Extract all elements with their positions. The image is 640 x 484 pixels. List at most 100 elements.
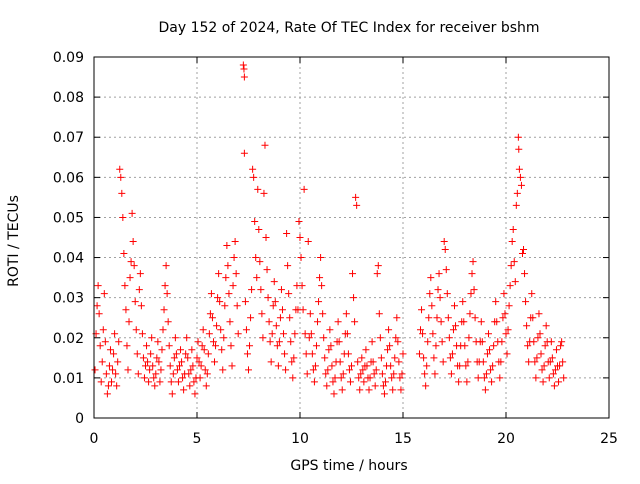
- data-point: [226, 318, 234, 326]
- data-point: [512, 201, 520, 209]
- data-point: [545, 374, 553, 382]
- data-point: [385, 326, 393, 334]
- data-point: [376, 334, 384, 342]
- data-point: [310, 378, 318, 386]
- data-point: [95, 310, 103, 318]
- data-point: [560, 374, 568, 382]
- data-point: [218, 346, 226, 354]
- data-point: [157, 366, 165, 374]
- data-point: [174, 378, 182, 386]
- x-tick-label: 25: [600, 431, 618, 447]
- data-point: [447, 370, 455, 378]
- data-point: [188, 346, 196, 354]
- data-point: [91, 366, 99, 374]
- data-point: [194, 338, 202, 346]
- data-point: [225, 290, 233, 298]
- data-point: [500, 290, 508, 298]
- data-point: [166, 362, 174, 370]
- data-point: [551, 366, 559, 374]
- data-point: [291, 330, 299, 338]
- data-point: [148, 334, 156, 342]
- data-point: [113, 382, 121, 390]
- y-tick-label: 0.03: [53, 291, 84, 307]
- data-point: [350, 294, 358, 302]
- data-point: [242, 326, 250, 334]
- data-point: [435, 270, 443, 278]
- data-point: [216, 298, 224, 306]
- data-point: [378, 370, 386, 378]
- data-point: [296, 234, 304, 241]
- y-tick-label: 0.09: [53, 50, 84, 66]
- data-point: [196, 374, 204, 382]
- data-point: [254, 185, 262, 193]
- data-point: [171, 334, 179, 342]
- data-point: [132, 326, 140, 334]
- data-point: [510, 258, 518, 266]
- data-point: [131, 298, 139, 306]
- data-point: [201, 366, 209, 374]
- data-point: [156, 378, 164, 386]
- data-point: [337, 374, 345, 382]
- data-point: [151, 382, 159, 390]
- data-point: [125, 318, 133, 326]
- data-point: [343, 330, 351, 338]
- data-point: [470, 286, 478, 294]
- data-point: [398, 370, 406, 378]
- x-tick-label: 20: [497, 431, 515, 447]
- data-point: [295, 217, 303, 225]
- data-point: [370, 370, 378, 378]
- data-point: [250, 173, 258, 181]
- data-point: [179, 374, 187, 382]
- data-point: [345, 366, 353, 374]
- data-point: [436, 294, 444, 302]
- data-point: [126, 274, 134, 282]
- data-point: [288, 358, 296, 366]
- data-point: [284, 262, 292, 270]
- data-point: [117, 173, 125, 181]
- data-point: [468, 270, 476, 278]
- data-point: [239, 61, 247, 69]
- data-point: [524, 342, 532, 350]
- data-point: [388, 374, 396, 382]
- data-point: [228, 362, 236, 370]
- data-point: [224, 262, 232, 270]
- data-point: [488, 378, 496, 386]
- data-point: [282, 366, 290, 374]
- data-point: [314, 318, 322, 326]
- data-point: [439, 358, 447, 366]
- data-point: [323, 382, 331, 390]
- data-point: [529, 314, 537, 322]
- data-point: [281, 350, 289, 358]
- data-point: [241, 298, 249, 306]
- data-point: [248, 286, 256, 294]
- data-point: [342, 310, 350, 318]
- data-point: [556, 362, 564, 370]
- data-point: [143, 342, 151, 350]
- data-point: [533, 354, 541, 362]
- data-point: [558, 338, 566, 346]
- data-point: [211, 358, 219, 366]
- data-point: [158, 346, 166, 354]
- data-point: [243, 350, 251, 358]
- data-point: [277, 286, 285, 294]
- data-point: [138, 330, 146, 338]
- data-point: [115, 338, 123, 346]
- data-point: [209, 338, 217, 346]
- data-point: [256, 258, 264, 266]
- data-point: [427, 274, 435, 282]
- data-point: [221, 302, 229, 310]
- data-point: [120, 250, 128, 258]
- data-point: [389, 386, 397, 394]
- data-point: [478, 338, 486, 346]
- data-point: [271, 298, 279, 306]
- data-point: [479, 358, 487, 366]
- data-point: [442, 266, 450, 274]
- data-point: [160, 306, 168, 314]
- data-point: [297, 254, 305, 262]
- data-point: [93, 302, 101, 310]
- data-point: [214, 294, 222, 302]
- data-point: [352, 193, 360, 201]
- data-point: [391, 354, 399, 362]
- data-point: [359, 366, 367, 374]
